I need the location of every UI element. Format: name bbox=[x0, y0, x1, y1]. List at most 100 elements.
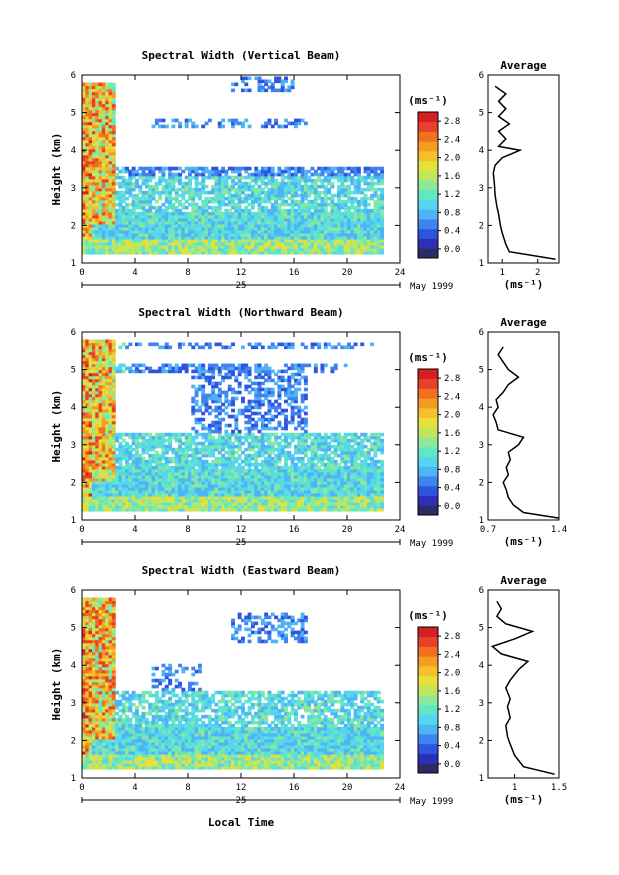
heatmap-cell bbox=[323, 235, 328, 240]
heatmap-cell bbox=[277, 88, 282, 93]
heatmap-cell bbox=[111, 480, 116, 485]
heatmap-cell bbox=[313, 244, 318, 249]
heatmap-cell bbox=[307, 229, 312, 234]
heatmap-cell bbox=[214, 217, 219, 222]
heatmap-cell bbox=[237, 190, 242, 195]
heatmap-cell bbox=[224, 169, 229, 174]
heatmap-cell bbox=[264, 462, 269, 467]
heatmap-cell bbox=[227, 345, 232, 350]
heatmap-cell bbox=[95, 447, 100, 452]
heatmap-cell bbox=[201, 205, 206, 210]
heatmap-cell bbox=[241, 483, 245, 488]
heatmap-cell bbox=[244, 456, 249, 461]
heatmap-cell bbox=[115, 226, 120, 231]
heatmap-cell bbox=[294, 166, 298, 171]
heatmap-cell bbox=[108, 163, 113, 168]
heatmap-cell bbox=[151, 480, 156, 485]
heatmap-cell bbox=[181, 232, 186, 237]
heatmap-cell bbox=[154, 507, 159, 512]
heatmap-cell bbox=[98, 342, 103, 347]
heatmap-cell bbox=[287, 241, 292, 246]
heatmap-cell bbox=[135, 184, 139, 189]
heatmap-cell bbox=[217, 226, 222, 231]
heatmap-cell bbox=[234, 211, 239, 216]
heatmap-cell bbox=[91, 172, 96, 177]
heatmap-cell bbox=[231, 82, 235, 87]
heatmap-cell bbox=[270, 166, 275, 171]
heatmap-cell bbox=[101, 151, 106, 156]
heatmap-cell bbox=[91, 432, 96, 437]
heatmap-cell bbox=[194, 495, 199, 500]
heatmap-cell bbox=[194, 441, 199, 446]
heatmap-cell bbox=[237, 121, 242, 126]
heatmap-cell bbox=[98, 94, 103, 99]
heatmap-cell bbox=[101, 486, 106, 491]
heatmap-cell bbox=[91, 109, 96, 114]
heatmap-cell bbox=[188, 214, 192, 219]
heatmap-cell bbox=[237, 214, 242, 219]
heatmap-cell bbox=[95, 223, 100, 228]
heatmap-cell bbox=[115, 498, 120, 503]
heatmap-cell bbox=[277, 169, 282, 174]
heatmap-cell bbox=[267, 214, 272, 219]
heatmap-cell bbox=[178, 345, 182, 350]
heatmap-cell bbox=[181, 196, 186, 201]
heatmap-cell bbox=[260, 492, 265, 497]
heatmap-cell bbox=[204, 223, 209, 228]
heatmap-cell bbox=[366, 250, 371, 255]
heatmap-cell bbox=[85, 363, 90, 368]
heatmap-cell bbox=[244, 208, 249, 213]
heatmap-cell bbox=[85, 160, 90, 165]
heatmap-cell bbox=[88, 97, 93, 102]
heatmap-cell bbox=[217, 205, 222, 210]
heatmap-cell bbox=[356, 208, 361, 213]
heatmap-cell bbox=[95, 178, 100, 183]
heatmap-cell bbox=[214, 384, 219, 389]
heatmap-cell bbox=[128, 181, 133, 186]
heatmap-cell bbox=[111, 432, 116, 437]
heatmap-cell bbox=[161, 468, 166, 473]
heatmap-cell bbox=[108, 459, 113, 464]
heatmap-cell bbox=[154, 450, 159, 455]
heatmap-cell bbox=[105, 82, 110, 87]
heatmap-cell bbox=[214, 220, 219, 225]
heatmap-cell bbox=[98, 411, 103, 416]
heatmap-cell bbox=[135, 462, 139, 467]
heatmap-cell bbox=[95, 181, 100, 186]
heatmap-cell bbox=[197, 205, 202, 210]
heatmap-cell bbox=[95, 130, 100, 135]
heatmap-cell bbox=[164, 504, 169, 509]
heatmap-cell bbox=[101, 82, 106, 87]
heatmap-cell bbox=[128, 474, 133, 479]
heatmap-cell bbox=[101, 190, 106, 195]
heatmap-cell bbox=[250, 220, 255, 225]
heatmap-cell bbox=[118, 205, 123, 210]
heatmap-cell bbox=[118, 238, 123, 243]
heatmap-cell bbox=[118, 465, 123, 470]
heatmap-cell bbox=[201, 241, 206, 246]
heatmap-cell bbox=[138, 342, 143, 347]
heatmap-cell bbox=[221, 223, 226, 228]
heatmap-cell bbox=[224, 486, 229, 491]
heatmap-cell bbox=[111, 130, 116, 135]
heatmap-cell bbox=[168, 447, 173, 452]
heatmap-cell bbox=[224, 178, 229, 183]
heatmap-cell bbox=[201, 486, 206, 491]
heatmap-cell bbox=[323, 175, 328, 180]
heatmap-cell bbox=[250, 444, 255, 449]
heatmap-cell bbox=[287, 178, 292, 183]
heatmap-cell bbox=[111, 247, 116, 252]
heatmap-cell bbox=[214, 232, 219, 237]
heatmap-cell bbox=[168, 199, 173, 204]
heatmap-cell bbox=[144, 480, 149, 485]
heatmap-cell bbox=[115, 190, 120, 195]
heatmap-cell bbox=[330, 184, 335, 189]
heatmap-cell bbox=[85, 175, 90, 180]
heatmap-cell bbox=[204, 342, 209, 347]
heatmap-cell bbox=[111, 357, 116, 362]
heatmap-cell bbox=[108, 345, 113, 350]
heatmap-cell bbox=[294, 247, 298, 252]
heatmap-cell bbox=[105, 172, 110, 177]
heatmap-cell bbox=[267, 432, 272, 437]
heatmap-cell bbox=[174, 205, 179, 210]
